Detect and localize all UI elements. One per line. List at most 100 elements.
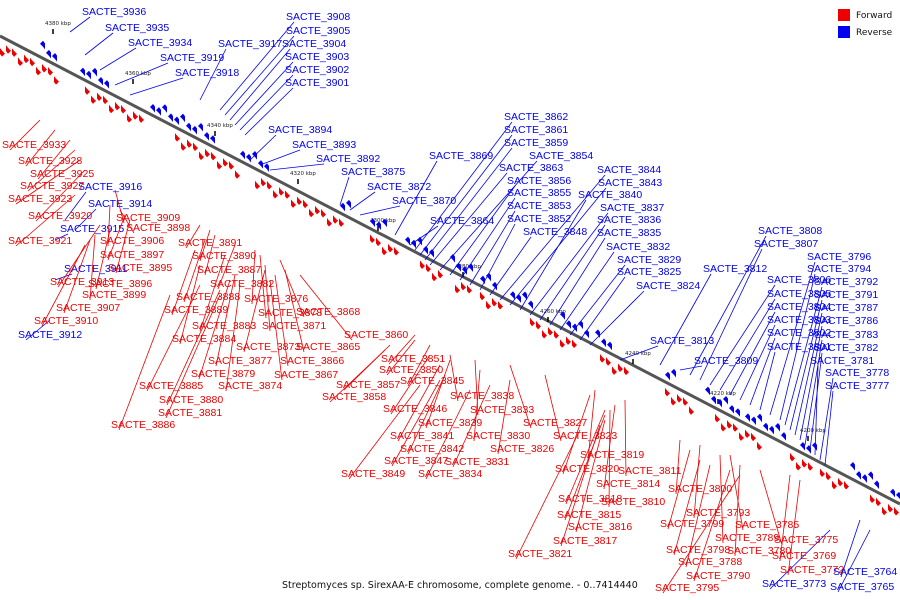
forward-gene-label[interactable]: SACTE_3874 bbox=[218, 380, 282, 392]
reverse-gene-label[interactable]: SACTE_3892 bbox=[316, 153, 380, 165]
reverse-gene-label[interactable]: SACTE_3914 bbox=[88, 198, 152, 210]
reverse-gene-label[interactable]: SACTE_3786 bbox=[814, 315, 878, 327]
reverse-gene-label[interactable]: SACTE_3902 bbox=[285, 64, 349, 76]
forward-gene-label[interactable]: SACTE_3921 bbox=[8, 235, 72, 247]
reverse-gene-label[interactable]: SACTE_3915 bbox=[60, 223, 124, 235]
forward-gene-label[interactable]: SACTE_3879 bbox=[191, 368, 255, 380]
forward-gene-label[interactable]: SACTE_3831 bbox=[445, 456, 509, 468]
forward-gene-label[interactable]: SACTE_3845 bbox=[400, 375, 464, 387]
forward-gene-label[interactable]: SACTE_3876 bbox=[244, 293, 308, 305]
forward-gene-label[interactable]: SACTE_3827 bbox=[523, 417, 587, 429]
forward-gene-label[interactable]: SACTE_3891 bbox=[178, 237, 242, 249]
reverse-gene-label[interactable]: SACTE_3917 bbox=[218, 38, 282, 50]
reverse-gene-label[interactable]: SACTE_3934 bbox=[128, 37, 192, 49]
forward-gene-label[interactable]: SACTE_3873 bbox=[236, 341, 300, 353]
forward-gene-label[interactable]: SACTE_3867 bbox=[274, 369, 338, 381]
forward-gene-label[interactable]: SACTE_3818 bbox=[558, 493, 622, 505]
reverse-gene-label[interactable]: SACTE_3911 bbox=[64, 263, 128, 275]
reverse-gene-label[interactable]: SACTE_3791 bbox=[814, 289, 878, 301]
forward-gene-label[interactable]: SACTE_3871 bbox=[262, 320, 326, 332]
forward-gene-label[interactable]: SACTE_3923 bbox=[8, 193, 72, 205]
reverse-gene-label[interactable]: SACTE_3875 bbox=[341, 166, 405, 178]
forward-gene-label[interactable]: SACTE_3907 bbox=[56, 302, 120, 314]
forward-gene-label[interactable]: SACTE_3772 bbox=[780, 564, 844, 576]
reverse-gene-label[interactable]: SACTE_3853 bbox=[507, 200, 571, 212]
forward-gene-label[interactable]: SACTE_3785 bbox=[735, 519, 799, 531]
forward-gene-label[interactable]: SACTE_3820 bbox=[555, 463, 619, 475]
reverse-gene-label[interactable]: SACTE_3918 bbox=[175, 67, 239, 79]
reverse-gene-label[interactable]: SACTE_3783 bbox=[814, 329, 878, 341]
reverse-gene-label[interactable]: SACTE_3802 bbox=[767, 327, 831, 339]
forward-gene-label[interactable]: SACTE_3847 bbox=[384, 455, 448, 467]
forward-gene-label[interactable]: SACTE_3821 bbox=[508, 548, 572, 560]
forward-gene-label[interactable]: SACTE_3775 bbox=[774, 534, 838, 546]
reverse-gene-label[interactable]: SACTE_3813 bbox=[650, 335, 714, 347]
forward-gene-label[interactable]: SACTE_3886 bbox=[111, 419, 175, 431]
reverse-gene-label[interactable]: SACTE_3844 bbox=[597, 164, 661, 176]
reverse-gene-label[interactable]: SACTE_3855 bbox=[507, 187, 571, 199]
reverse-gene-label[interactable]: SACTE_3765 bbox=[830, 581, 894, 593]
forward-gene-label[interactable]: SACTE_3769 bbox=[772, 550, 836, 562]
forward-gene-label[interactable]: SACTE_3817 bbox=[553, 535, 617, 547]
reverse-gene-label[interactable]: SACTE_3792 bbox=[814, 276, 878, 288]
reverse-gene-label[interactable]: SACTE_3803 bbox=[767, 314, 831, 326]
forward-gene-label[interactable]: SACTE_3799 bbox=[660, 518, 724, 530]
reverse-gene-label[interactable]: SACTE_3782 bbox=[814, 342, 878, 354]
reverse-gene-label[interactable]: SACTE_3787 bbox=[814, 302, 878, 314]
reverse-gene-label[interactable]: SACTE_3905 bbox=[286, 25, 350, 37]
reverse-gene-label[interactable]: SACTE_3901 bbox=[285, 77, 349, 89]
forward-gene-label[interactable]: SACTE_3793 bbox=[686, 507, 750, 519]
forward-gene-label[interactable]: SACTE_3819 bbox=[580, 449, 644, 461]
forward-gene-label[interactable]: SACTE_3810 bbox=[601, 496, 665, 508]
forward-gene-label[interactable]: SACTE_3866 bbox=[280, 355, 344, 367]
reverse-gene-label[interactable]: SACTE_3912 bbox=[18, 329, 82, 341]
reverse-gene-label[interactable]: SACTE_3861 bbox=[504, 124, 568, 136]
reverse-gene-label[interactable]: SACTE_3840 bbox=[578, 189, 642, 201]
forward-gene-label[interactable]: SACTE_3899 bbox=[82, 289, 146, 301]
reverse-gene-label[interactable]: SACTE_3872 bbox=[367, 181, 431, 193]
forward-gene-label[interactable]: SACTE_3877 bbox=[208, 355, 272, 367]
reverse-gene-label[interactable]: SACTE_3935 bbox=[105, 22, 169, 34]
reverse-gene-label[interactable]: SACTE_3919 bbox=[160, 52, 224, 64]
forward-gene-label[interactable]: SACTE_3838 bbox=[450, 390, 514, 402]
reverse-gene-label[interactable]: SACTE_3870 bbox=[392, 195, 456, 207]
reverse-gene-label[interactable]: SACTE_3806 bbox=[767, 274, 831, 286]
forward-gene-label[interactable]: SACTE_3849 bbox=[341, 468, 405, 480]
forward-gene-label[interactable]: SACTE_3798 bbox=[666, 544, 730, 556]
reverse-gene-label[interactable]: SACTE_3936 bbox=[82, 6, 146, 18]
reverse-gene-label[interactable]: SACTE_3908 bbox=[286, 11, 350, 23]
reverse-gene-label[interactable]: SACTE_3904 bbox=[282, 38, 346, 50]
forward-gene-label[interactable]: SACTE_3850 bbox=[379, 364, 443, 376]
reverse-gene-label[interactable]: SACTE_3856 bbox=[507, 175, 571, 187]
reverse-gene-label[interactable]: SACTE_3778 bbox=[825, 367, 889, 379]
forward-gene-label[interactable]: SACTE_3887 bbox=[197, 264, 261, 276]
reverse-gene-label[interactable]: SACTE_3916 bbox=[78, 181, 142, 193]
reverse-gene-label[interactable]: SACTE_3869 bbox=[429, 150, 493, 162]
forward-gene-label[interactable]: SACTE_3846 bbox=[383, 403, 447, 415]
reverse-gene-label[interactable]: SACTE_3859 bbox=[504, 137, 568, 149]
forward-gene-label[interactable]: SACTE_3833 bbox=[470, 404, 534, 416]
forward-gene-label[interactable]: SACTE_3790 bbox=[686, 570, 750, 582]
reverse-gene-label[interactable]: SACTE_3854 bbox=[529, 150, 593, 162]
forward-gene-label[interactable]: SACTE_3933 bbox=[2, 139, 66, 151]
forward-gene-label[interactable]: SACTE_3906 bbox=[100, 235, 164, 247]
reverse-gene-label[interactable]: SACTE_3835 bbox=[597, 227, 661, 239]
reverse-gene-label[interactable]: SACTE_3836 bbox=[597, 214, 661, 226]
reverse-gene-label[interactable]: SACTE_3862 bbox=[504, 111, 568, 123]
forward-gene-label[interactable]: SACTE_3868 bbox=[296, 306, 360, 318]
forward-gene-label[interactable]: SACTE_3842 bbox=[400, 443, 464, 455]
reverse-gene-label[interactable]: SACTE_3864 bbox=[430, 215, 494, 227]
reverse-gene-label[interactable]: SACTE_3829 bbox=[617, 254, 681, 266]
forward-gene-label[interactable]: SACTE_3795 bbox=[655, 582, 719, 594]
reverse-gene-label[interactable]: SACTE_3796 bbox=[807, 251, 871, 263]
reverse-gene-label[interactable]: SACTE_3773 bbox=[762, 578, 826, 590]
reverse-gene-label[interactable]: SACTE_3832 bbox=[606, 241, 670, 253]
forward-gene-label[interactable]: SACTE_3834 bbox=[418, 468, 482, 480]
forward-gene-label[interactable]: SACTE_3897 bbox=[100, 249, 164, 261]
reverse-gene-label[interactable]: SACTE_3794 bbox=[807, 263, 871, 275]
forward-gene-label[interactable]: SACTE_3885 bbox=[139, 380, 203, 392]
reverse-gene-label[interactable]: SACTE_3893 bbox=[292, 139, 356, 151]
forward-gene-label[interactable]: SACTE_3830 bbox=[466, 430, 530, 442]
forward-gene-label[interactable]: SACTE_3889 bbox=[164, 304, 228, 316]
reverse-gene-label[interactable]: SACTE_3843 bbox=[598, 177, 662, 189]
